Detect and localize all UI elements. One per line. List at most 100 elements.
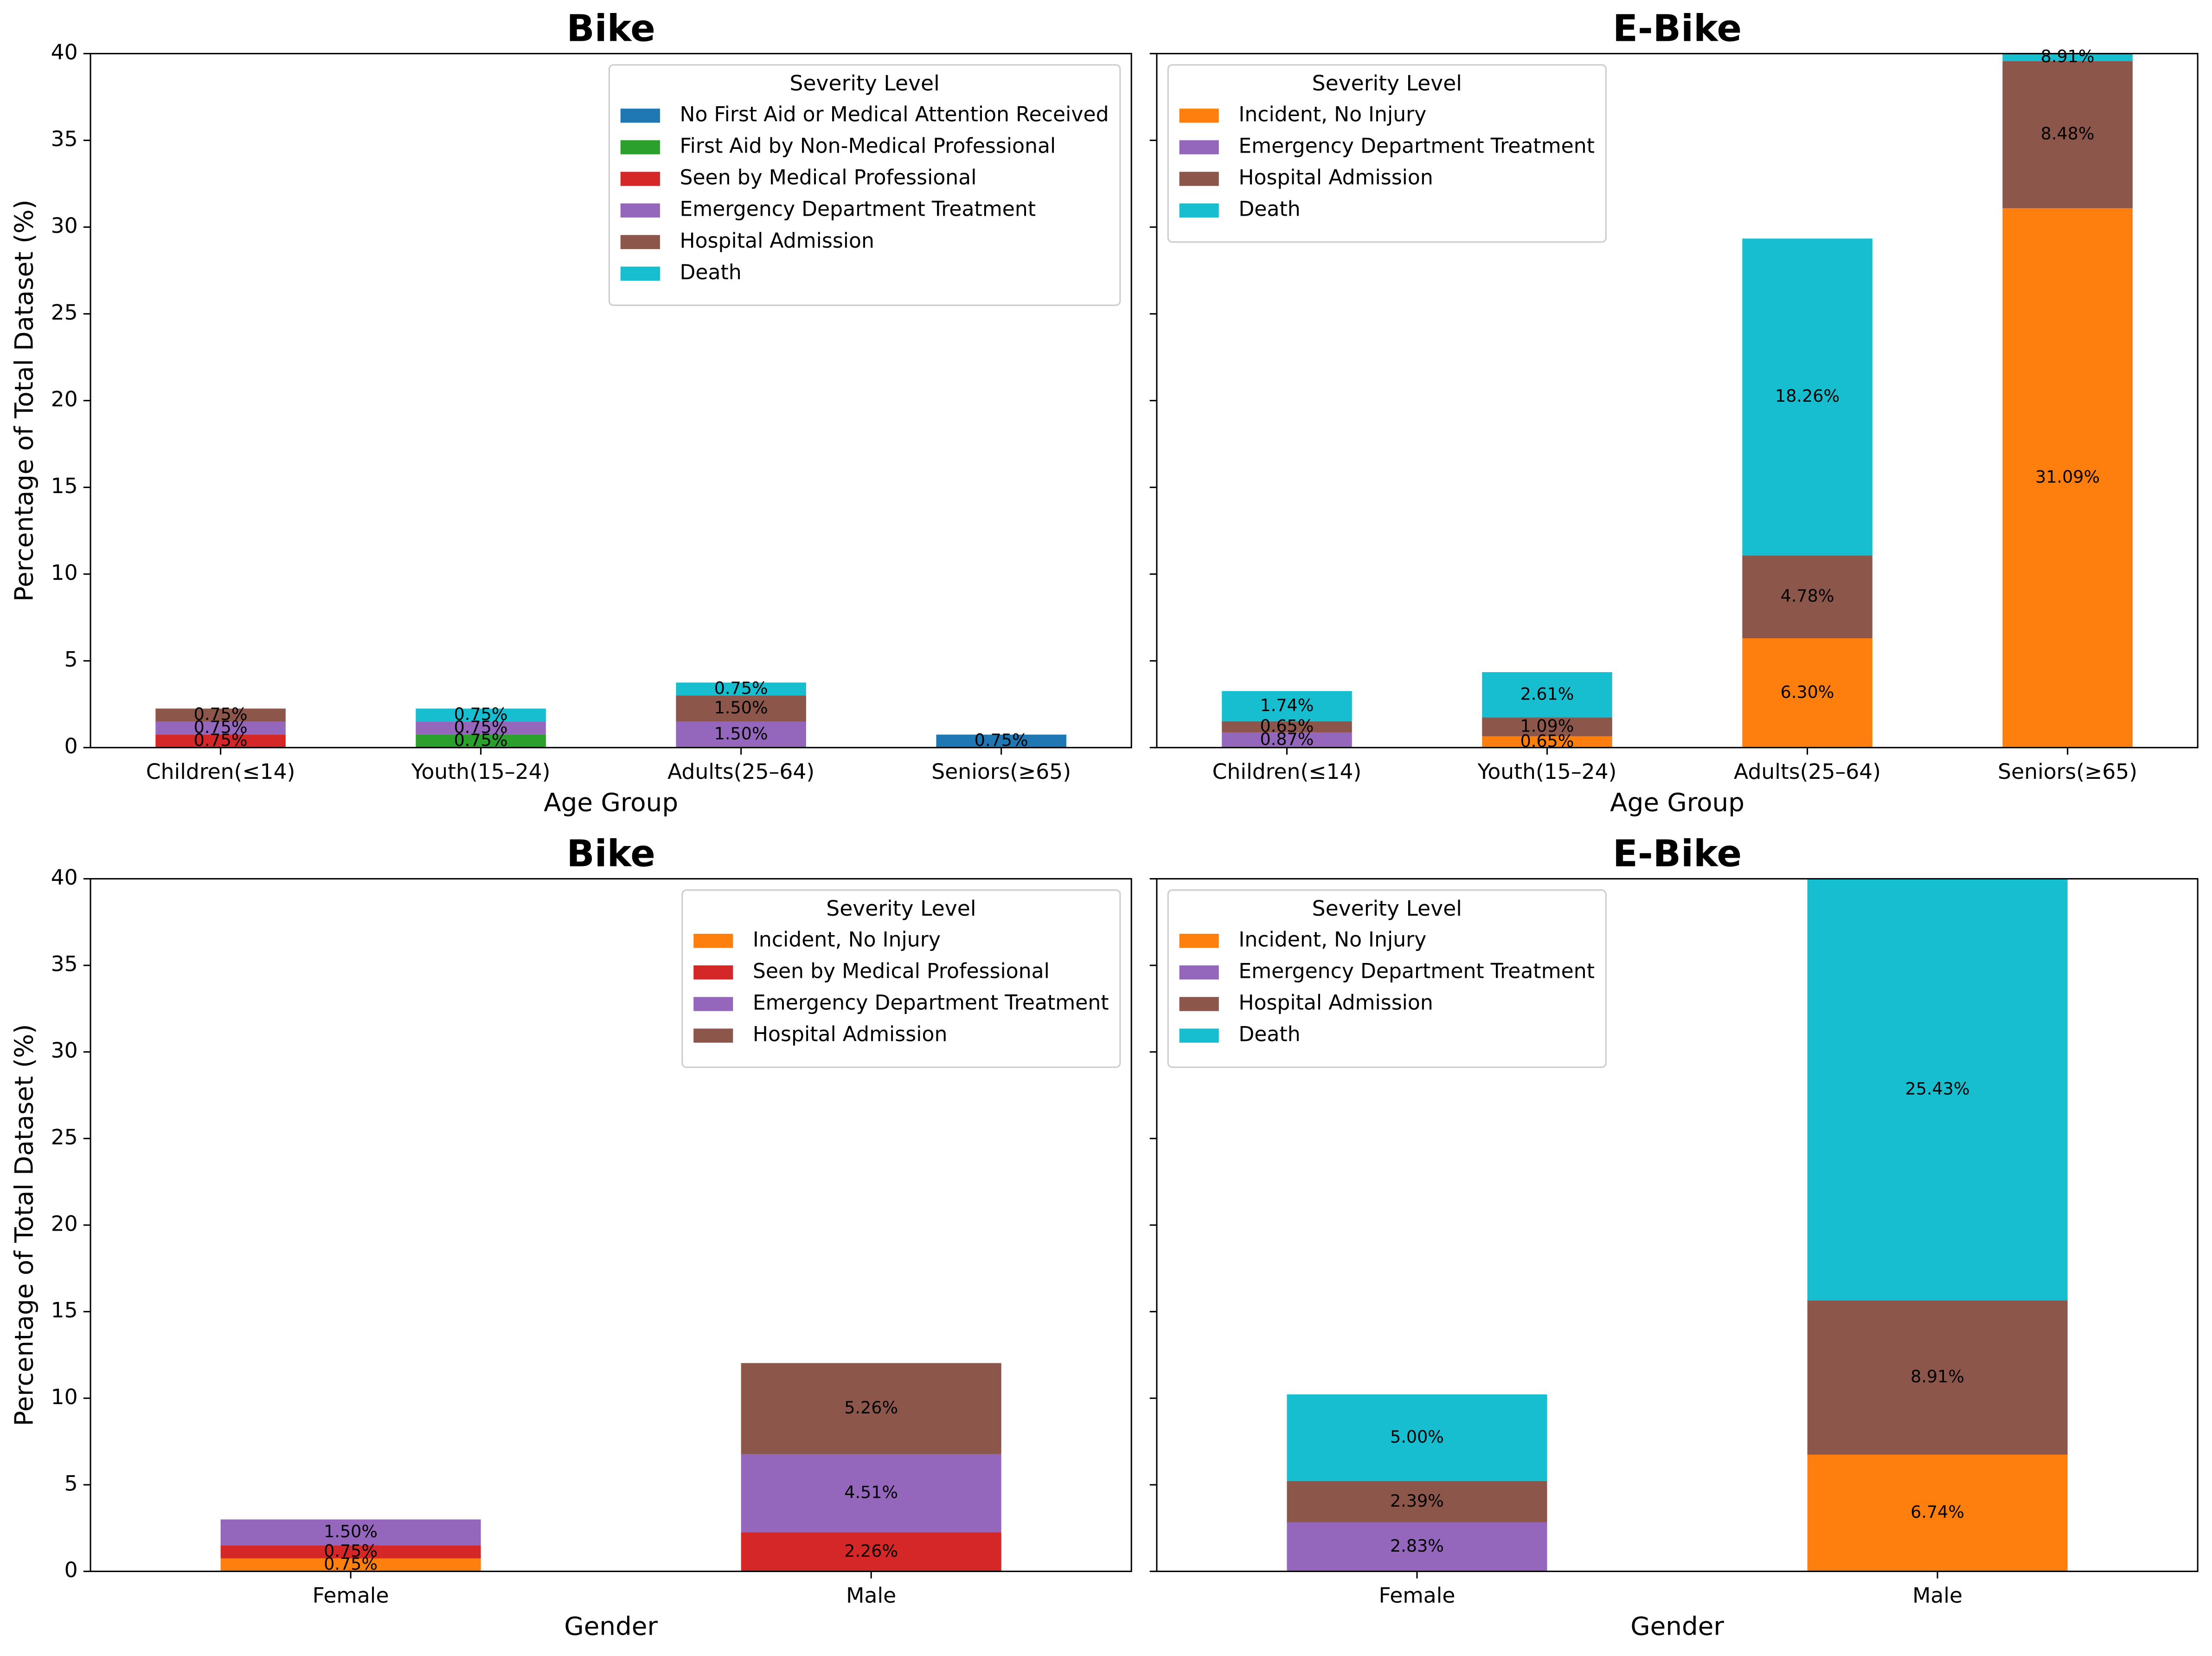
data-label: 18.26%: [1775, 386, 1840, 406]
x-tick-label: Youth(15–24): [1477, 759, 1617, 784]
legend-label: Emergency Department Treatment: [753, 991, 1109, 1015]
data-label: 0.65%: [1260, 716, 1314, 736]
x-axis-label: Age Group: [1610, 787, 1744, 817]
data-label: 0.75%: [194, 717, 248, 737]
legend-label: Incident, No Injury: [1238, 928, 1426, 951]
axes-frame: [1156, 878, 2199, 1573]
legend-swatch: [620, 140, 660, 154]
legend-swatch: [620, 203, 660, 218]
subplot-title: E-Bike: [1613, 832, 1742, 875]
bar-segment: [1287, 1394, 1547, 1481]
subplot-title: Bike: [566, 7, 655, 50]
legend: Severity Level Incident, No Injury Emergen…: [1167, 889, 1607, 1068]
legend-frame: [1167, 889, 1607, 1068]
bar-segment: [220, 1519, 481, 1546]
legend-swatch: [620, 172, 660, 186]
legend-swatch: [693, 997, 733, 1011]
x-tick-label: Children(≤14): [1212, 759, 1362, 784]
data-label: 6.30%: [1781, 682, 1834, 702]
y-tick-label: 25: [51, 300, 78, 325]
bar-segment: [1807, 1300, 2068, 1455]
bar-segment: [1742, 238, 1872, 556]
axes-frame: [1156, 53, 2199, 749]
x-tick-label: Seniors(≥65): [931, 759, 1071, 784]
legend-label: Seen by Medical Professional: [753, 959, 1050, 983]
data-label: 1.50%: [714, 698, 768, 718]
legend: Severity Level No First Aid or Medical At…: [608, 64, 1121, 306]
bar-segment: [1482, 717, 1612, 737]
axes-frame: [90, 53, 1132, 749]
bar-segment: [416, 721, 546, 735]
legend-title: Severity Level: [1312, 896, 1462, 921]
legend-label: First Aid by Non-Medical Professional: [680, 134, 1056, 158]
y-tick-label: 0: [64, 734, 78, 758]
bar-segment: [416, 708, 546, 722]
y-tick-label: 10: [51, 560, 78, 585]
bar-segment: [220, 1545, 481, 1559]
y-tick-label: 35: [51, 952, 78, 976]
legend-swatch: [1179, 934, 1219, 948]
x-tick-label: Adults(25–64): [1734, 759, 1881, 784]
y-tick-label: 20: [51, 1212, 78, 1236]
legend-swatch: [1179, 1028, 1219, 1043]
x-tick-label: Female: [313, 1583, 389, 1608]
legend-frame: [608, 64, 1121, 306]
bar-segment: [1287, 1522, 1547, 1572]
legend-title: Severity Level: [790, 71, 940, 96]
y-tick-label: 10: [51, 1385, 78, 1409]
subplot: Children(≤14) 0.87%0.65%1.74% Youth(15–24)…: [1149, 7, 2199, 817]
legend-label: Incident, No Injury: [753, 928, 941, 951]
legend-label: Hospital Admission: [1238, 991, 1433, 1015]
legend-label: Incident, No Injury: [1238, 103, 1426, 126]
x-tick-label: Male: [846, 1583, 896, 1608]
data-label: 0.87%: [1260, 729, 1314, 749]
bar-segment: [1742, 638, 1872, 748]
bar-segment: [936, 734, 1066, 748]
legend-swatch: [1179, 140, 1219, 154]
x-tick-label: Seniors(≥65): [1998, 759, 2137, 784]
bar-segment: [220, 1558, 481, 1572]
legend-label: Hospital Admission: [753, 1023, 947, 1046]
y-tick-label: 15: [51, 474, 78, 498]
data-label: 5.26%: [844, 1398, 898, 1418]
bar-segment: [155, 721, 286, 735]
subplot-title: E-Bike: [1613, 7, 1742, 50]
legend-label: Emergency Department Treatment: [1238, 134, 1595, 158]
data-label: 1.09%: [1520, 716, 1574, 736]
x-tick-label: Youth(15–24): [411, 759, 551, 784]
legend-label: Hospital Admission: [1238, 166, 1433, 190]
legend-swatch: [1179, 109, 1219, 123]
legend-label: Hospital Admission: [680, 229, 874, 253]
legend-label: Emergency Department Treatment: [1238, 959, 1595, 983]
legend-label: Death: [680, 261, 741, 284]
subplot: Female 2.83% 2.39% 5.00% Male 6.74% 8.91% 25.43…: [1149, 832, 2199, 1641]
bar-segment: [1807, 1454, 2068, 1572]
legend-label: Seen by Medical Professional: [680, 166, 976, 190]
y-tick-label: 5: [64, 647, 78, 672]
y-tick-label: 15: [51, 1298, 78, 1322]
bar-segment: [2002, 208, 2133, 748]
y-tick-label: 5: [64, 1471, 78, 1496]
data-label: 0.75%: [975, 730, 1028, 750]
subplot: 0510152025303540Female0.75%0.75%1.50%Mal…: [9, 832, 1132, 1641]
data-label: 8.91%: [1911, 1367, 1964, 1386]
legend-label: Death: [1238, 198, 1300, 221]
legend-title: Severity Level: [1312, 71, 1462, 96]
bar-segment: [1222, 732, 1352, 748]
legend-swatch: [693, 965, 733, 980]
legend-title: Severity Level: [826, 896, 976, 921]
data-label: 1.74%: [1260, 695, 1314, 715]
y-tick-label: 25: [51, 1125, 78, 1149]
y-axis-label: Percentage of Total Dataset (%): [9, 1024, 38, 1426]
legend-label: Death: [1238, 1023, 1300, 1046]
subplot-title: Bike: [566, 832, 655, 875]
data-label: 0.75%: [194, 704, 248, 724]
data-label: 31.09%: [2035, 467, 2100, 487]
data-label: 0.75%: [714, 678, 768, 698]
bar-segment: [676, 682, 806, 696]
bars: [1287, 879, 2068, 1572]
bar-segment: [155, 734, 286, 748]
data-label: 2.26%: [844, 1541, 898, 1561]
legend-swatch: [693, 1028, 733, 1043]
y-tick-label: 35: [51, 127, 78, 151]
